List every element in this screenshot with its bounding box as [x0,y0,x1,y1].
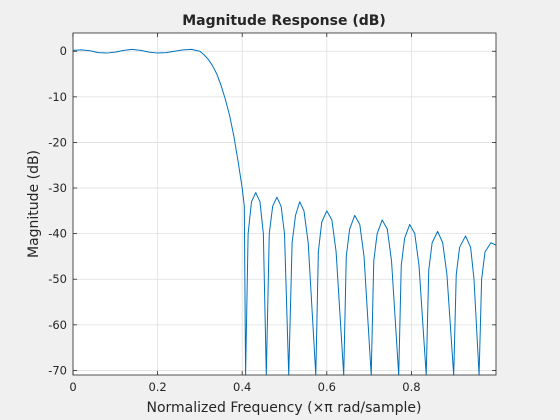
y-axis-label: Magnitude (dB) [26,150,42,258]
x-tick-label: 0 [69,380,76,394]
x-tick-label: 0.8 [402,380,420,394]
chart-title: Magnitude Response (dB) [182,13,386,29]
x-tick-label: 0.4 [233,380,251,394]
y-tick-label: -70 [48,363,67,377]
magnitude-response-line [72,48,497,376]
plot-area [73,33,496,375]
y-tick-label: -40 [48,227,67,241]
y-tick-label: -10 [48,90,67,104]
line-layer [72,48,497,376]
y-tick-label: -60 [48,318,67,332]
x-axis-label: Normalized Frequency (×π rad/sample) [147,400,422,416]
y-tick-label: 0 [60,44,67,58]
ticks [72,33,496,375]
y-tick-label: -20 [48,135,67,149]
y-tick-label: -30 [48,181,67,195]
tick-labels: 0 0.2 0.4 0.6 0.8 0 -10 -20 -30 -40 -50 -60 -70 [48,44,420,394]
y-tick-label: -50 [48,272,67,286]
x-tick-label: 0.2 [148,380,166,394]
x-tick-label: 0.6 [318,380,336,394]
plot-frame [72,32,497,376]
